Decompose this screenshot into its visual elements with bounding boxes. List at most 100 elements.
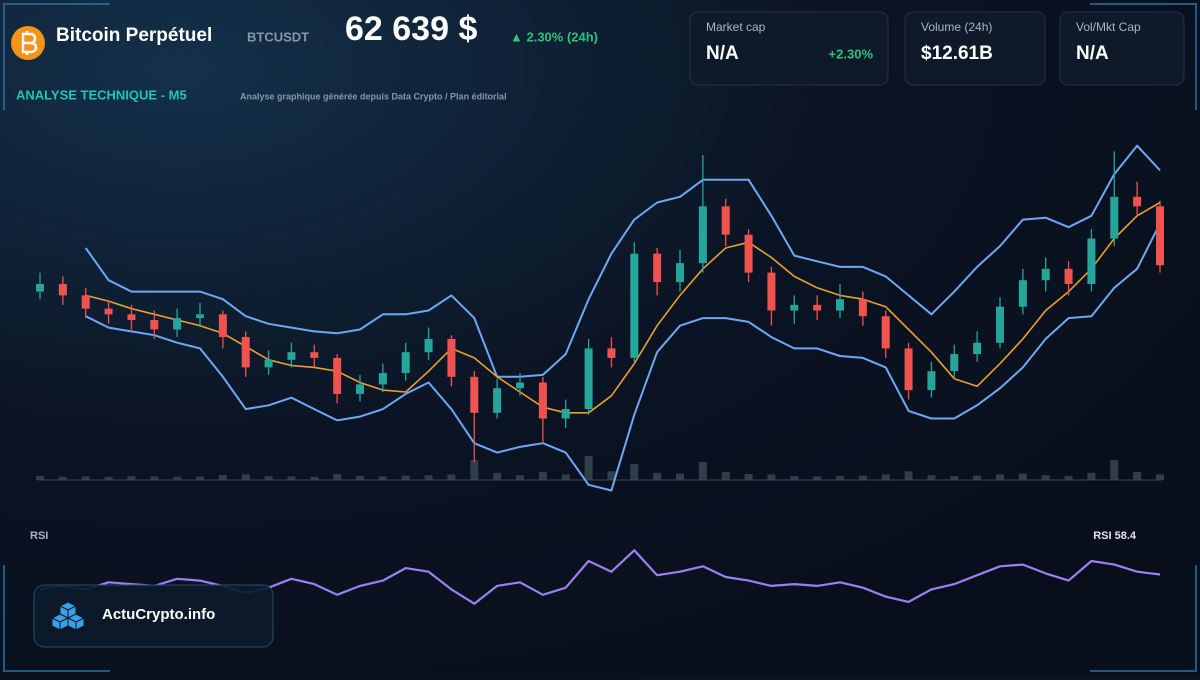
card: [689, 11, 889, 86]
volume-bar: [630, 464, 639, 480]
volume-bar: [150, 476, 159, 480]
candle-body: [744, 234, 753, 273]
candle-body: [1064, 268, 1073, 284]
card-label: Market cap: [706, 20, 766, 34]
volume-bar: [173, 476, 182, 480]
candle-body: [241, 337, 250, 368]
candle-body: [653, 253, 662, 283]
candle-body: [1087, 238, 1096, 284]
brand-name: ActuCrypto.info: [102, 606, 215, 623]
candle-body: [127, 314, 136, 320]
volume-bar: [310, 476, 319, 480]
candle-body: [81, 295, 90, 309]
candle-body: [378, 373, 387, 385]
btc-glyph: [21, 31, 38, 55]
volume-bar: [104, 476, 113, 480]
candle-body: [561, 409, 570, 419]
candle-body: [1133, 196, 1142, 207]
candle-body: [973, 342, 982, 355]
volume-bar: [196, 476, 204, 480]
candle-body: [36, 284, 44, 292]
volume-bar: [470, 460, 479, 480]
rsi-value-label: RSI 58.4: [1093, 530, 1137, 542]
volume-bar: [378, 476, 387, 480]
candle-body: [698, 206, 707, 264]
candle-body: [447, 338, 456, 377]
candle-body: [1156, 206, 1164, 266]
volume-bar: [973, 475, 982, 480]
candle-body: [150, 320, 159, 330]
candle-body: [630, 253, 639, 358]
volume-bar: [401, 475, 410, 480]
candle-body: [1018, 280, 1027, 307]
card-value: $12.61B: [921, 43, 993, 64]
volume-bar: [36, 476, 44, 480]
candle-body: [607, 348, 616, 358]
candle-body: [470, 376, 479, 413]
symbol: BTCUSDT: [247, 29, 309, 44]
candle-body: [424, 338, 433, 353]
volume-bar: [1110, 460, 1119, 480]
brand-box: [33, 584, 274, 648]
rsi-title: RSI: [30, 530, 48, 542]
volume-bar: [1064, 476, 1073, 480]
candle-body: [493, 388, 502, 413]
volume-bar: [836, 476, 844, 480]
volume-bar: [721, 472, 730, 480]
card: [904, 11, 1046, 86]
candle-body: [767, 272, 776, 311]
volume-bar: [127, 476, 136, 480]
volume-bar: [584, 456, 593, 480]
chart-subtitle: Analyse graphique générée depuis Data Cr…: [240, 91, 507, 101]
candle-body: [584, 348, 593, 410]
volume-bar: [927, 475, 936, 480]
candle-body: [264, 359, 273, 368]
price-change: ▲ 2.30% (24h): [510, 29, 598, 44]
volume-bar: [698, 462, 707, 480]
candle-body: [790, 304, 799, 311]
candle-body: [858, 299, 867, 317]
volume-bar: [1087, 472, 1096, 480]
candle-body: [333, 357, 342, 394]
volume-bar: [858, 475, 867, 480]
candle-body: [287, 352, 296, 360]
volume-bar: [264, 476, 273, 480]
brand-icon: [50, 601, 86, 631]
candle-body: [196, 314, 204, 319]
candle-body: [904, 348, 913, 391]
volume-bar: [653, 472, 662, 480]
candle-body: [356, 384, 364, 394]
plot: [36, 144, 1164, 605]
volume-bar: [607, 471, 616, 480]
candle-body: [218, 314, 227, 338]
volume-bar: [1133, 472, 1142, 480]
volume-bar: [1041, 475, 1050, 480]
volume-bar: [744, 474, 753, 480]
moving-average: [85, 201, 1161, 414]
candle-body: [538, 382, 547, 419]
bollinger-upper: [84, 144, 1161, 378]
volume-bar: [767, 474, 776, 480]
candle-body: [173, 318, 182, 330]
bollinger-lower: [85, 222, 1161, 492]
volume-bar: [516, 475, 524, 480]
volume-bar: [950, 476, 959, 480]
chart-title: ANALYSE TECHNIQUE - M5: [16, 87, 187, 102]
card-value: N/A: [1076, 43, 1109, 64]
volume-bar: [538, 472, 547, 480]
volume-bar: [493, 472, 502, 480]
volume-bar: [218, 475, 227, 480]
volume-bar: [790, 476, 799, 480]
card-change: +2.30%: [829, 46, 874, 61]
frame-corners: [3, 3, 1197, 672]
asset-title: Bitcoin Perpétuel: [56, 25, 212, 46]
volume-bar: [356, 476, 364, 480]
candle-body: [813, 304, 822, 311]
overlay: ActuCrypto.info: [33, 584, 274, 648]
volume-bar: [287, 476, 296, 480]
card-label: Volume (24h): [921, 20, 992, 34]
card: [1059, 11, 1185, 86]
volume-bar: [996, 474, 1004, 480]
